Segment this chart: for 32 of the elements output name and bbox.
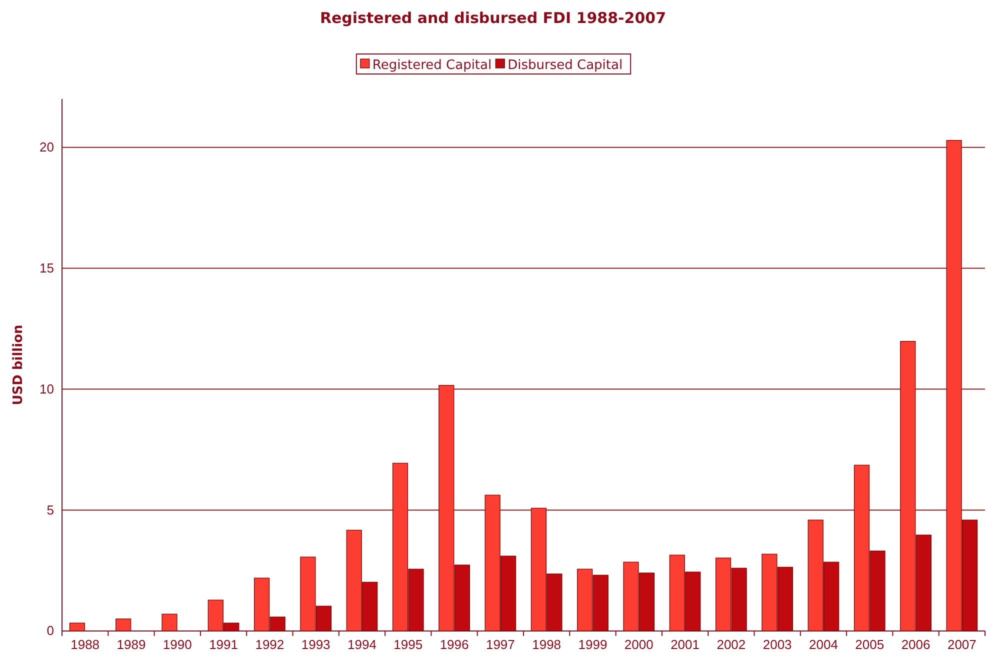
x-tick-label: 2007: [947, 637, 976, 652]
legend-label: Disbursed Capital: [508, 58, 623, 73]
x-tick-label: 1990: [162, 637, 192, 652]
x-tick-label: 2006: [901, 637, 930, 652]
y-tick-label: 10: [40, 381, 54, 396]
y-tick-label: 0: [46, 623, 54, 638]
x-tick-label: 1997: [486, 637, 515, 652]
x-tick-label: 1995: [394, 637, 423, 652]
y-axis-title: USD billion: [11, 324, 26, 406]
x-tick-label: 1999: [578, 637, 608, 652]
x-tick-label: 1994: [348, 637, 376, 652]
x-tick-label: 2000: [624, 637, 654, 652]
x-tick-label: 1996: [440, 637, 469, 652]
y-tick-label: 15: [40, 260, 54, 276]
x-tick-label: 1992: [255, 637, 284, 652]
x-tick-label: 2002: [716, 637, 746, 652]
x-tick-label: 2005: [855, 637, 884, 652]
x-tick-label: 2003: [762, 637, 792, 652]
x-tick-label: 1998: [532, 637, 562, 652]
bar: [69, 622, 85, 632]
bar: [162, 614, 178, 632]
chart-title: Registered and disbursed FDI 1988-2007: [320, 9, 666, 27]
x-tick-label: 1989: [116, 637, 146, 652]
bar: [116, 618, 132, 632]
x-tick-label: 2004: [809, 637, 838, 652]
legend-label: Registered Capital: [372, 58, 492, 73]
x-tick-label: 1993: [301, 637, 330, 652]
x-tick-label: 1991: [209, 637, 238, 652]
x-tick-label: 1988: [70, 637, 100, 652]
x-tick-label: 2001: [670, 637, 700, 652]
y-tick-label: 20: [40, 140, 54, 155]
y-tick-label: 5: [46, 502, 54, 518]
